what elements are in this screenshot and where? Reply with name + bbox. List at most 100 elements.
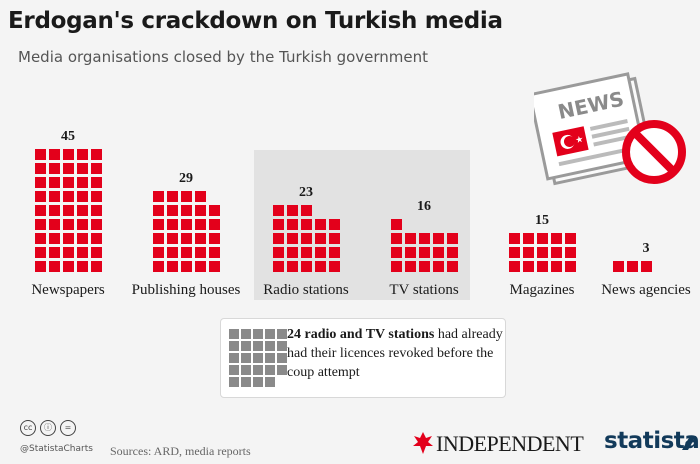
unit-square	[508, 247, 520, 258]
unit-square	[76, 233, 88, 244]
note-unit-square	[241, 365, 251, 375]
unit-square	[180, 261, 192, 272]
unit-square	[300, 261, 312, 272]
independent-logo: INDEPENDENT	[436, 431, 584, 457]
unit-square	[194, 233, 206, 244]
category-label: News agencies	[601, 282, 691, 298]
unit-square	[152, 261, 164, 272]
unit-square	[418, 247, 430, 258]
bar-news-agencies	[612, 261, 680, 272]
unit-square	[76, 163, 88, 174]
note-rest: had already had their licences revoked b…	[287, 327, 503, 380]
unit-square	[48, 247, 60, 258]
unit-square	[62, 261, 74, 272]
sources-text: Sources: ARD, media reports	[110, 444, 251, 458]
note-unit-square	[277, 329, 287, 339]
unit-square	[328, 247, 340, 258]
unit-square	[272, 233, 284, 244]
unit-square	[522, 233, 534, 244]
license-icons: cc ⓘ =	[20, 420, 76, 436]
note-unit-square	[229, 365, 239, 375]
note-unit-square	[265, 353, 275, 363]
unit-square	[564, 247, 576, 258]
unit-square	[208, 261, 220, 272]
unit-square	[48, 205, 60, 216]
empty-cell	[655, 261, 666, 272]
unit-square	[90, 177, 102, 188]
unit-square	[152, 247, 164, 258]
unit-square	[90, 219, 102, 230]
cc-icon: cc	[20, 420, 36, 436]
unit-square	[62, 233, 74, 244]
twitter-handle: @StatistaCharts	[20, 444, 93, 454]
unit-square	[62, 191, 74, 202]
note-box: 24 radio and TV stations had already had…	[220, 318, 506, 398]
unit-square	[34, 149, 46, 160]
unit-square	[34, 191, 46, 202]
unit-square	[48, 177, 60, 188]
unit-square	[536, 233, 548, 244]
unit-square	[418, 261, 430, 272]
empty-cell	[209, 191, 220, 202]
unit-square	[76, 149, 88, 160]
unit-square	[390, 247, 402, 258]
empty-cell	[419, 219, 430, 230]
unit-square	[314, 247, 326, 258]
unit-square	[536, 261, 548, 272]
unit-square	[314, 261, 326, 272]
unit-square	[626, 261, 638, 272]
unit-square	[76, 261, 88, 272]
independent-logo-text: INDEPENDENT	[436, 431, 584, 456]
category-label: TV stations	[389, 282, 459, 298]
unit-square	[152, 233, 164, 244]
unit-square	[62, 149, 74, 160]
note-unit-square	[229, 353, 239, 363]
unit-square	[404, 233, 416, 244]
note-unit-square	[241, 353, 251, 363]
svg-text:★: ★	[575, 135, 585, 146]
value-label: 16	[417, 199, 431, 214]
independent-eagle-icon	[413, 432, 433, 454]
unit-square	[550, 233, 562, 244]
unit-square	[194, 191, 206, 202]
unit-square	[48, 191, 60, 202]
unit-square	[194, 205, 206, 216]
note-unit-square	[253, 329, 263, 339]
unit-square	[432, 247, 444, 258]
chart-title: Erdogan's crackdown on Turkish media	[8, 8, 503, 34]
unit-square	[446, 233, 458, 244]
note-unit-square	[229, 341, 239, 351]
unit-square	[90, 163, 102, 174]
unit-square	[522, 261, 534, 272]
unit-square	[208, 219, 220, 230]
unit-square	[300, 233, 312, 244]
unit-square	[286, 219, 298, 230]
unit-square	[90, 247, 102, 258]
unit-square	[48, 149, 60, 160]
unit-square	[34, 163, 46, 174]
unit-square	[152, 191, 164, 202]
unit-square	[180, 191, 192, 202]
unit-square	[90, 261, 102, 272]
bar-newspapers	[34, 149, 102, 272]
value-label: 45	[61, 129, 75, 144]
unit-square	[208, 247, 220, 258]
unit-square	[314, 219, 326, 230]
unit-square	[180, 219, 192, 230]
unit-square	[34, 261, 46, 272]
unit-square	[564, 233, 576, 244]
unit-square	[314, 233, 326, 244]
unit-square	[34, 247, 46, 258]
statista-mark-icon	[682, 436, 696, 450]
unit-square	[76, 205, 88, 216]
unit-square	[194, 261, 206, 272]
unit-square	[48, 163, 60, 174]
unit-square	[286, 261, 298, 272]
unit-square	[286, 247, 298, 258]
unit-square	[152, 205, 164, 216]
unit-square	[166, 205, 178, 216]
unit-square	[508, 233, 520, 244]
unit-square	[76, 177, 88, 188]
unit-square	[272, 261, 284, 272]
unit-square	[432, 233, 444, 244]
